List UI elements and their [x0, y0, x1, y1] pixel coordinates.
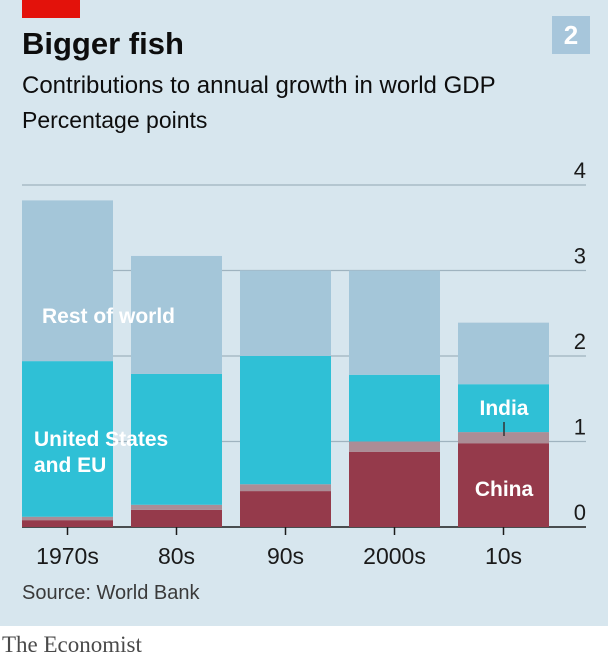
- stacked-bar-chart: 0 1 2 3 4 1970s 80s 90s 2000s 10s Rest of world …: [22, 158, 586, 569]
- y-tick-label: 0: [574, 500, 586, 525]
- bar-segment: [349, 270, 440, 375]
- segment-labels: Rest of world United States and EU India…: [34, 305, 533, 501]
- brand-red-tag: [22, 0, 80, 18]
- chart-panel: Bigger fish Contributions to annual grow…: [0, 0, 608, 626]
- bar-segment: [131, 504, 222, 510]
- chart-subtitle: Contributions to annual growth in world …: [22, 72, 496, 99]
- bars: [22, 200, 549, 527]
- y-tick-label: 3: [574, 244, 586, 269]
- chart-title: Bigger fish: [22, 26, 184, 61]
- x-tick-label: 80s: [158, 543, 195, 569]
- bar-segment: [240, 356, 331, 485]
- bar-segment: [22, 361, 113, 517]
- chart-number-badge: 2: [552, 16, 590, 54]
- bar-segment: [240, 270, 331, 356]
- x-tick-label: 10s: [485, 543, 522, 569]
- chart-unit: Percentage points: [22, 107, 208, 133]
- x-tick-label: 1970s: [36, 543, 99, 569]
- bar-segment: [458, 322, 549, 385]
- label-china: China: [475, 478, 534, 501]
- bar-segment: [22, 520, 113, 527]
- bar-segment: [22, 200, 113, 362]
- y-tick-labels: 0 1 2 3 4: [574, 158, 586, 525]
- x-tick-label: 2000s: [363, 543, 426, 569]
- bar-segment: [240, 491, 331, 527]
- bar-segment: [458, 443, 549, 527]
- label-rest-of-world: Rest of world: [42, 305, 175, 328]
- bar-segment: [22, 516, 113, 521]
- y-tick-label: 1: [574, 415, 586, 440]
- bar-segment: [131, 255, 222, 374]
- bar-segment: [349, 374, 440, 442]
- bar-segment: [240, 484, 331, 492]
- brand-wordmark: The Economist: [2, 632, 142, 657]
- x-tick-labels: 1970s 80s 90s 2000s 10s: [36, 527, 522, 569]
- x-tick-label: 90s: [267, 543, 304, 569]
- bar-segment: [349, 441, 440, 452]
- label-us-eu-line2: and EU: [34, 454, 106, 477]
- bar-segment: [131, 373, 222, 505]
- source-note: Source: World Bank: [22, 582, 200, 604]
- label-us-eu-line1: United States: [34, 428, 168, 451]
- y-tick-label: 4: [574, 158, 586, 183]
- bar-segment: [131, 509, 222, 527]
- y-tick-label: 2: [574, 329, 586, 354]
- bar-segment: [458, 432, 549, 444]
- label-india: India: [479, 397, 528, 420]
- bar-segment: [349, 451, 440, 527]
